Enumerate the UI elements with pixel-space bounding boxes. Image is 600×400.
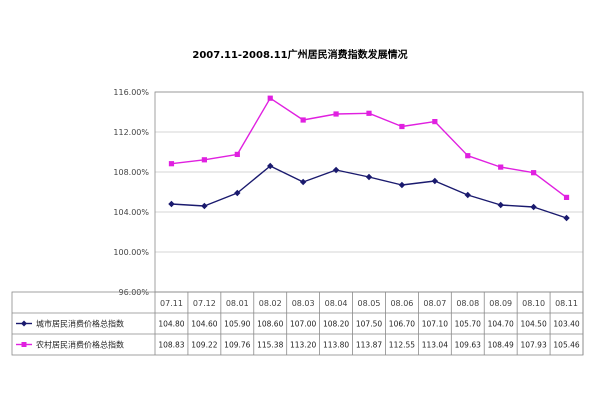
legend-marker (21, 342, 27, 347)
data-point (497, 201, 504, 209)
data-point (267, 162, 274, 170)
legend-label: 城市居民消费价格总指数 (36, 319, 124, 329)
data-point (398, 181, 406, 189)
data-label: 104.60 (191, 320, 217, 329)
data-label: 115.38 (257, 341, 283, 350)
data-point (168, 161, 175, 167)
data-label: 108.20 (323, 320, 349, 329)
data-point (201, 157, 207, 163)
data-label: 107.50 (356, 320, 382, 329)
data-point (498, 164, 504, 170)
data-point (168, 200, 175, 208)
data-point (465, 153, 471, 159)
gridlines (155, 91, 583, 293)
data-label: 107.10 (422, 320, 448, 329)
data-point (234, 151, 240, 157)
data-point (365, 173, 373, 181)
x-tick-label: 07.11 (160, 299, 183, 308)
data-point (366, 110, 372, 116)
data-label: 105.46 (553, 341, 579, 350)
data-label: 104.50 (520, 320, 546, 329)
data-label: 112.55 (389, 341, 415, 350)
y-tick-label: 104.00% (113, 208, 149, 217)
series-layer (168, 95, 570, 222)
x-tick-label: 08.06 (390, 299, 413, 308)
data-point (563, 194, 570, 200)
y-tick-label: 100.00% (113, 248, 149, 257)
legend-label: 农村居民消费价格总指数 (36, 340, 124, 350)
data-label: 105.90 (224, 320, 250, 329)
data-label: 113.80 (323, 341, 349, 350)
data-point (300, 117, 306, 123)
x-tick-label: 08.04 (325, 299, 348, 308)
data-point (432, 119, 438, 125)
data-label: 113.20 (290, 341, 316, 350)
data-point (299, 178, 307, 186)
chart-title: 2007.11-2008.11广州居民消费指数发展情况 (192, 48, 407, 61)
x-tick-label: 08.05 (358, 299, 381, 308)
data-label: 108.83 (158, 341, 184, 350)
data-point (399, 123, 405, 130)
axes: 96.00% 100.00% 104.00% 108.00% 112.00% 116.00… (113, 88, 584, 297)
y-tick-label: 112.00% (113, 128, 149, 137)
y-tick-label: 116.00% (113, 88, 149, 97)
x-tick-label: 08.02 (259, 299, 282, 308)
x-tick-label: 08.10 (522, 299, 545, 308)
data-label: 108.60 (257, 320, 283, 329)
data-label: 105.70 (455, 320, 481, 329)
x-tick-label: 08.09 (489, 299, 512, 308)
data-point (464, 191, 471, 199)
x-tick-label: 08.01 (226, 299, 249, 308)
data-point (333, 111, 339, 117)
data-point (267, 95, 273, 101)
data-label: 104.80 (158, 320, 184, 329)
data-point (431, 177, 439, 185)
data-label: 108.49 (488, 341, 514, 350)
data-label: 113.87 (356, 341, 382, 350)
data-label: 107.00 (290, 320, 316, 329)
data-point (563, 214, 570, 222)
data-point (332, 166, 340, 174)
legend-marker (21, 320, 27, 327)
data-point (530, 203, 537, 211)
data-label: 107.93 (520, 341, 546, 350)
data-point (201, 202, 208, 210)
x-tick-label: 08.08 (456, 299, 479, 308)
data-label: 109.63 (455, 341, 481, 350)
data-label: 109.76 (224, 341, 250, 350)
x-tick-label: 07.12 (193, 299, 216, 308)
data-label: 113.04 (422, 341, 448, 350)
data-label: 109.22 (191, 341, 217, 350)
y-tick-label: 108.00% (113, 168, 149, 177)
x-tick-label: 08.03 (292, 299, 315, 308)
data-point (531, 170, 537, 176)
x-tick-label: 08.11 (555, 299, 578, 308)
x-tick-label: 08.07 (423, 299, 446, 308)
plot-frame (154, 91, 584, 293)
data-label: 104.70 (488, 320, 514, 329)
y-tick-label: 96.00% (118, 288, 149, 297)
data-table: 07.11 07.12 08.01 08.02 08.03 08.04 08.05 08.06… (11, 291, 584, 356)
data-point (234, 189, 241, 197)
data-label: 103.40 (553, 320, 579, 329)
data-label: 106.70 (389, 320, 415, 329)
